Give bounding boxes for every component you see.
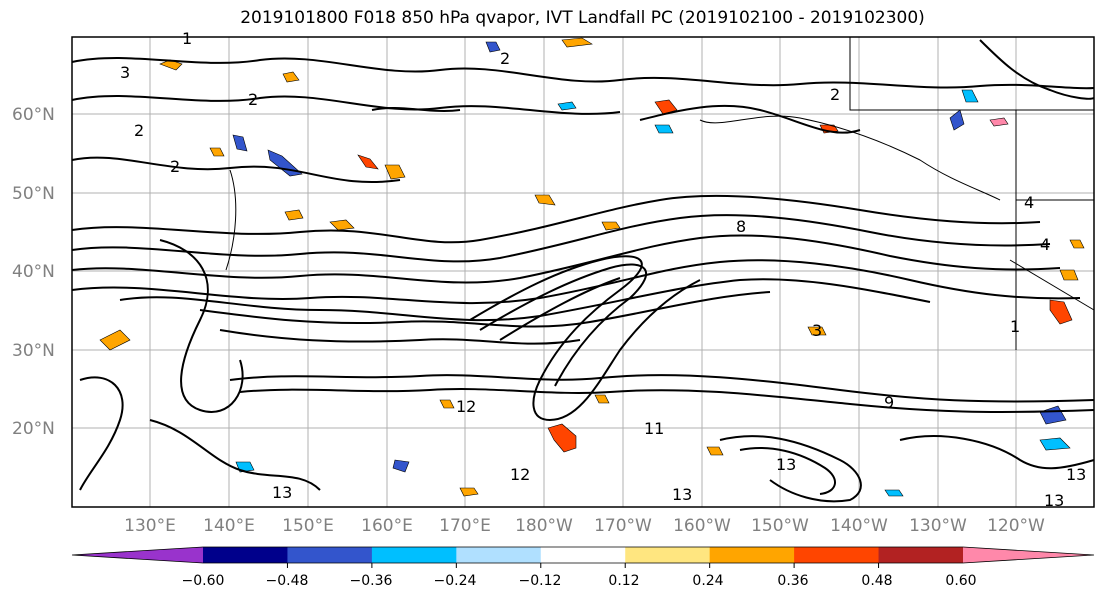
contour-label: 4 — [1024, 193, 1034, 212]
colorbar-swatch — [540, 547, 626, 563]
lon-label: 130°W — [909, 516, 967, 536]
lon-label: 180°W — [515, 516, 573, 536]
lon-label: 150°E — [282, 516, 334, 536]
colorbar-extend-low — [72, 547, 203, 563]
colorbar-tick-label: 0.36 — [777, 573, 808, 589]
colorbar-swatch — [287, 547, 373, 563]
colorbar-swatch — [203, 547, 288, 563]
colorbar-tick-labels: −0.60 −0.48 −0.36 −0.24 −0.12 0.12 0.24 … — [182, 573, 977, 589]
lon-label: 160°W — [673, 516, 731, 536]
contour-label: 2 — [500, 49, 510, 68]
lon-label: 160°E — [361, 516, 413, 536]
contour-label: 13 — [1044, 491, 1064, 510]
colorbar-ticks — [286, 563, 880, 568]
colorbar-tick-label: 0.60 — [945, 573, 976, 589]
contour-label: 13 — [776, 455, 796, 474]
lon-label: 140°W — [830, 516, 888, 536]
contour-label-group: 1 2 3 2 2 4 4 8 1 9 11 12 13 13 13 13 13… — [120, 29, 1086, 510]
colorbar-outline — [71, 546, 1095, 564]
map-title: 2019101800 F018 850 hPa qvapor, IVT Land… — [240, 8, 925, 28]
colorbar-tick-label: 0.24 — [692, 573, 723, 589]
colorbar-swatch — [625, 547, 711, 563]
contour-label: 2 — [134, 121, 144, 140]
ivt-contours — [71, 39, 1095, 503]
lon-label: 170°E — [439, 516, 491, 536]
contour-label: 9 — [884, 393, 894, 412]
colorbar-swatch — [794, 547, 880, 563]
contour-label: 1 — [182, 29, 192, 48]
contour-label: 12 — [456, 397, 476, 416]
contour-label: 2 — [248, 90, 258, 109]
qvapor-shading — [99, 37, 1085, 497]
contour-label: 2 — [830, 85, 840, 104]
lat-label: 20°N — [12, 419, 55, 439]
lon-label: 140°E — [203, 516, 255, 536]
lon-label: 120°W — [987, 516, 1045, 536]
contour-label: 13 — [672, 485, 692, 504]
colorbar-tick-label: −0.48 — [266, 573, 309, 589]
lon-label: 170°W — [594, 516, 652, 536]
contour-label: 1 — [1010, 317, 1020, 336]
contour-label: 13 — [272, 483, 292, 502]
contour-label: 8 — [736, 217, 746, 236]
contour-label: 11 — [644, 419, 664, 438]
contour-label: 12 — [510, 465, 530, 484]
colorbar-swatch — [456, 547, 542, 563]
map-frame — [71, 36, 1095, 508]
contour-label: 13 — [1066, 465, 1086, 484]
map-background — [72, 37, 1094, 507]
longitude-labels: 130°E 140°E 150°E 160°E 170°E 180°W 170°… — [124, 516, 1045, 536]
lon-label: 150°W — [751, 516, 809, 536]
lat-label: 60°N — [12, 105, 55, 125]
colorbar-tick-label: 0.12 — [608, 573, 639, 589]
colorbar-swatch — [878, 547, 964, 563]
colorbar-tick-label: −0.36 — [350, 573, 393, 589]
colorbar-swatch — [709, 547, 795, 563]
lat-label: 40°N — [12, 262, 55, 282]
contour-label: 3 — [120, 63, 130, 82]
coastlines — [225, 37, 1095, 350]
colorbar-swatches — [71, 546, 1095, 564]
contour-label: 3 — [812, 321, 822, 340]
colorbar: −0.60 −0.48 −0.36 −0.24 −0.12 0.12 0.24 … — [71, 546, 1095, 589]
latitude-labels: 60°N 50°N 40°N 30°N 20°N — [12, 105, 55, 439]
lat-label: 50°N — [12, 184, 55, 204]
colorbar-tick-label: −0.24 — [434, 573, 477, 589]
colorbar-tick-label: 0.48 — [861, 573, 892, 589]
contour-label: 2 — [170, 157, 180, 176]
colorbar-extend-high — [963, 547, 1094, 563]
colorbar-swatch — [371, 547, 457, 563]
colorbar-tick-label: −0.60 — [182, 573, 225, 589]
lat-label: 30°N — [12, 341, 55, 361]
colorbar-tick-label: −0.12 — [519, 573, 562, 589]
contour-label: 4 — [1040, 235, 1050, 254]
map-area: 1 2 3 2 2 4 4 8 1 9 11 12 13 13 13 13 13… — [71, 29, 1095, 510]
lon-label: 130°E — [124, 516, 176, 536]
